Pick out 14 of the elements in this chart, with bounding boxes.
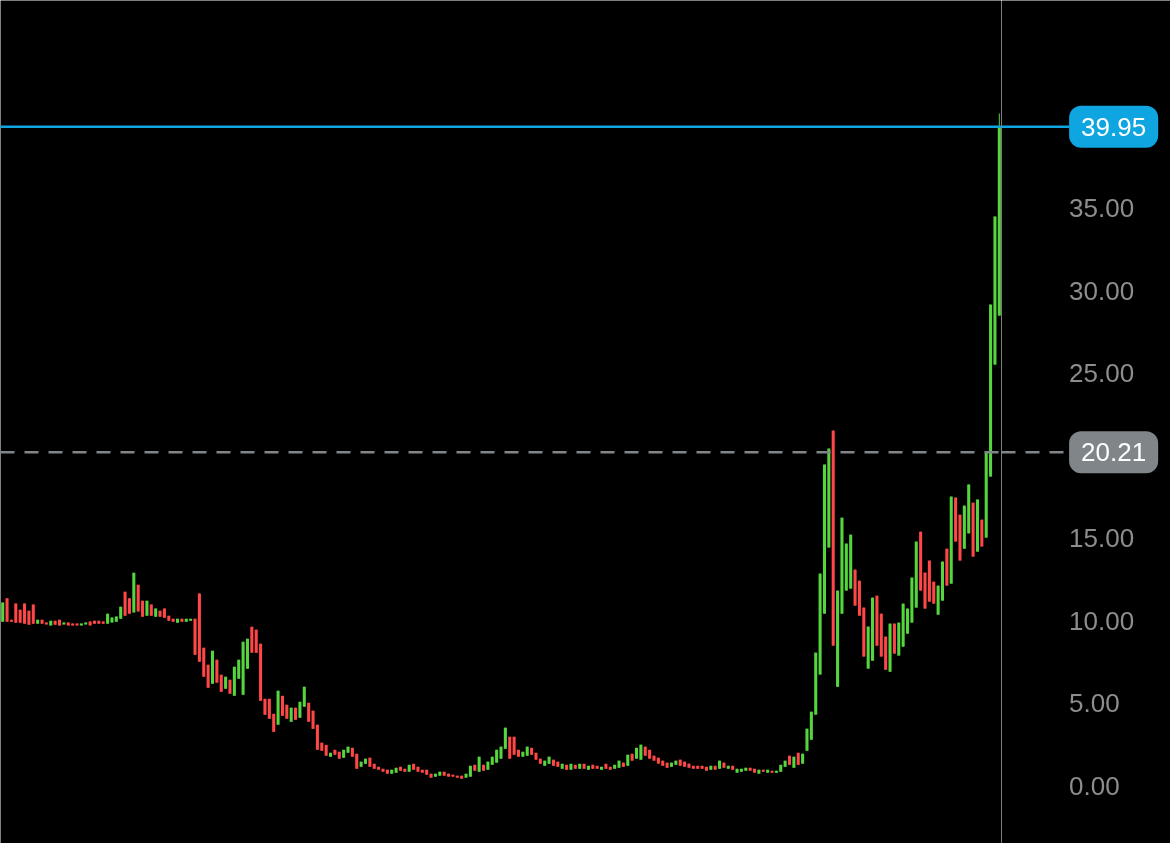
y-tick-label: 25.00 — [1069, 358, 1135, 389]
ref-line-label: 39.95 — [1081, 111, 1147, 142]
candlestick — [23, 602, 27, 625]
candlestick — [5, 597, 9, 623]
y-tick-label: 5.00 — [1069, 688, 1120, 719]
y-tick-label: 35.00 — [1069, 193, 1135, 224]
y-tick-label: 10.00 — [1069, 605, 1135, 636]
y-tick-label: 0.00 — [1069, 770, 1120, 801]
y-tick-label: 30.00 — [1069, 275, 1135, 306]
candlestick — [14, 602, 18, 624]
candlestick — [1, 601, 5, 623]
ref-line-label: 20.21 — [1081, 437, 1147, 468]
y-tick-label: 15.00 — [1069, 523, 1135, 554]
candlestick — [31, 603, 35, 625]
